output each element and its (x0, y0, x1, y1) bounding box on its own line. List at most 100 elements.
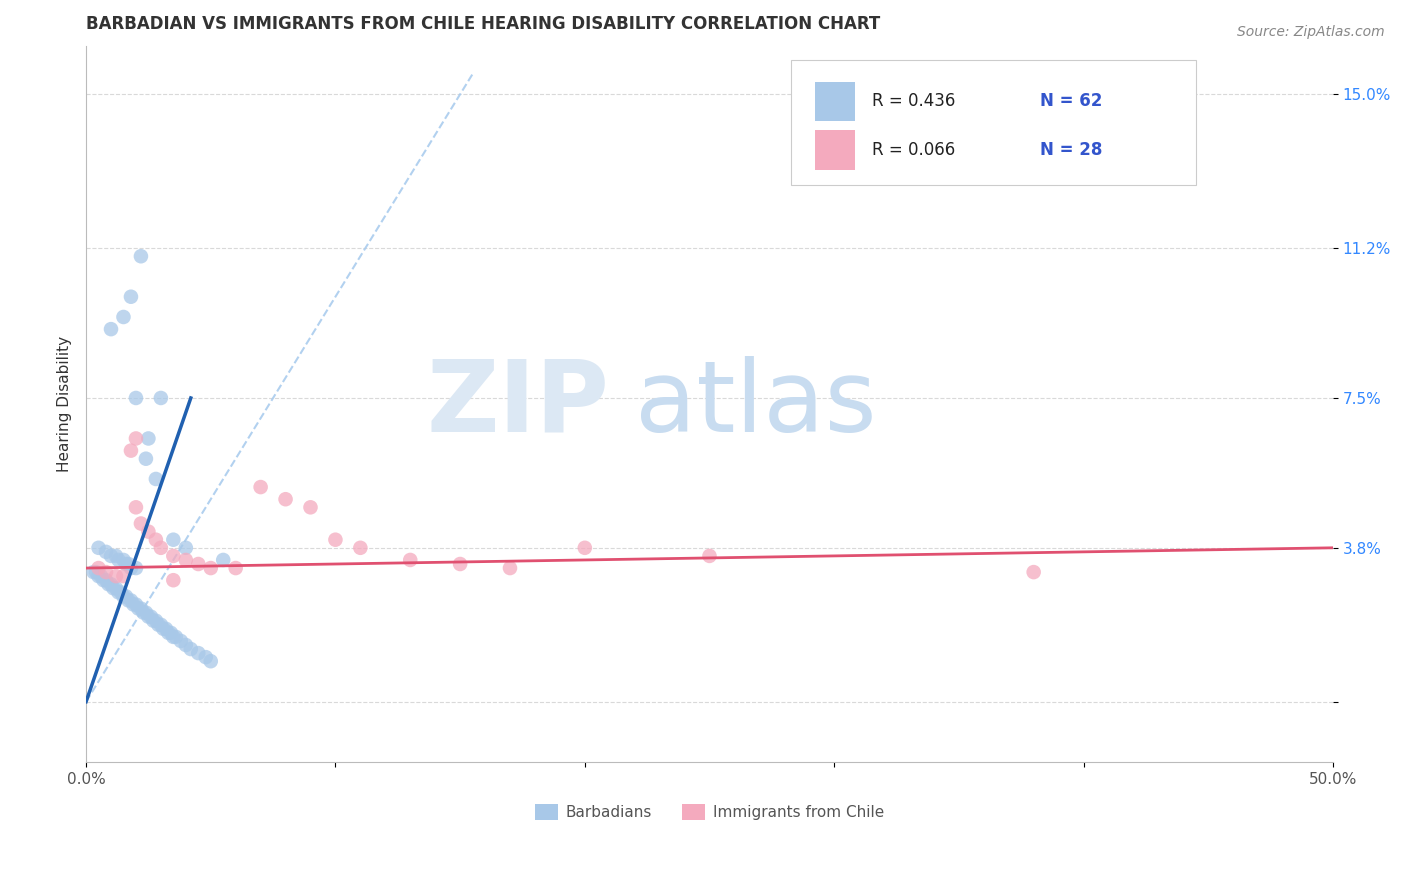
Point (107, 585, 129, 599)
Point (165, 630, 187, 644)
Point (125, 500, 148, 515)
Point (187, 646, 209, 660)
Point (174, 553, 197, 567)
FancyBboxPatch shape (790, 60, 1195, 186)
Point (94, 565, 117, 579)
Y-axis label: Hearing Disability: Hearing Disability (58, 336, 72, 472)
Point (87, 561, 110, 575)
Point (112, 553, 135, 567)
Bar (815, 130, 855, 169)
Point (155, 622, 177, 636)
Point (129, 249, 152, 263)
Legend: Barbadians, Immigrants from Chile: Barbadians, Immigrants from Chile (529, 798, 890, 827)
Text: ZIP: ZIP (427, 356, 610, 452)
Point (149, 391, 172, 405)
Point (117, 557, 139, 571)
Point (138, 609, 160, 624)
Point (149, 617, 172, 632)
Point (115, 590, 138, 604)
Point (225, 561, 247, 575)
Point (120, 290, 142, 304)
Point (274, 492, 297, 507)
Point (1022, 565, 1045, 579)
Point (104, 569, 127, 583)
Point (125, 391, 148, 405)
Point (117, 593, 139, 607)
Point (120, 561, 142, 575)
Point (200, 654, 222, 668)
Point (87, 569, 110, 583)
Point (449, 557, 471, 571)
Point (107, 553, 129, 567)
Point (160, 625, 183, 640)
Text: atlas: atlas (634, 356, 876, 452)
Point (122, 598, 145, 612)
Point (174, 638, 197, 652)
Point (152, 622, 174, 636)
Point (112, 590, 135, 604)
Point (299, 500, 322, 515)
Point (139, 609, 162, 624)
Point (699, 549, 721, 563)
Point (187, 557, 209, 571)
Point (325, 533, 347, 547)
Point (349, 541, 371, 555)
Point (142, 614, 165, 628)
Point (100, 549, 122, 563)
Point (145, 533, 167, 547)
Point (120, 593, 142, 607)
Point (135, 451, 157, 466)
Text: BARBADIAN VS IMMIGRANTS FROM CHILE HEARING DISABILITY CORRELATION CHART: BARBADIAN VS IMMIGRANTS FROM CHILE HEARI… (86, 15, 880, 33)
Point (125, 598, 148, 612)
Point (249, 480, 271, 494)
Point (127, 601, 149, 615)
Point (115, 557, 138, 571)
Point (129, 601, 152, 615)
Point (100, 322, 122, 336)
Point (499, 561, 522, 575)
Point (83, 565, 105, 579)
Point (162, 573, 184, 587)
Point (90, 569, 112, 583)
Point (170, 634, 193, 648)
Point (112, 569, 135, 583)
Text: N = 28: N = 28 (1040, 141, 1102, 159)
Point (194, 650, 217, 665)
Point (129, 516, 152, 531)
Point (112, 310, 135, 324)
Point (138, 524, 160, 539)
Point (145, 614, 167, 628)
Point (104, 549, 127, 563)
Point (125, 432, 148, 446)
Point (162, 630, 184, 644)
Point (87, 541, 110, 555)
Point (100, 577, 122, 591)
Point (212, 553, 235, 567)
Point (132, 606, 155, 620)
Point (138, 432, 160, 446)
Text: Source: ZipAtlas.com: Source: ZipAtlas.com (1237, 25, 1385, 39)
Point (174, 541, 197, 555)
Point (574, 541, 596, 555)
Point (103, 582, 125, 596)
Point (120, 443, 142, 458)
Point (125, 561, 148, 575)
Point (84, 565, 107, 579)
Point (149, 541, 172, 555)
Point (104, 582, 127, 596)
Text: R = 0.066: R = 0.066 (872, 141, 955, 159)
Point (97, 577, 120, 591)
Point (399, 553, 422, 567)
Bar (815, 81, 855, 121)
Point (94, 545, 117, 559)
Point (93, 573, 115, 587)
Point (148, 617, 170, 632)
Text: N = 62: N = 62 (1040, 92, 1102, 110)
Point (135, 606, 157, 620)
Point (145, 472, 167, 486)
Point (94, 573, 117, 587)
Point (200, 561, 222, 575)
Point (157, 625, 180, 640)
Point (162, 549, 184, 563)
Point (180, 642, 202, 657)
